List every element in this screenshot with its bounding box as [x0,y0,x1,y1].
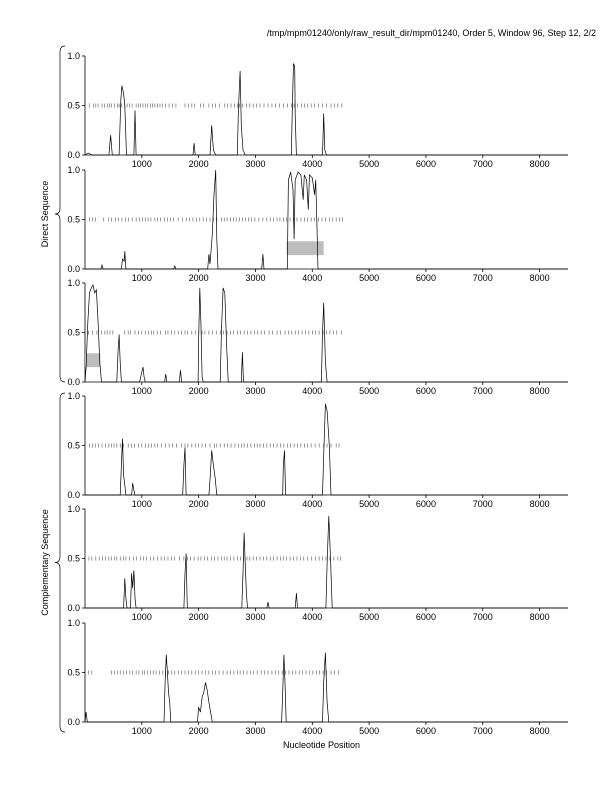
x-tick-label: 2000 [189,726,209,736]
x-tick-label: 2000 [189,386,209,396]
x-tick-label: 3000 [245,159,265,169]
x-tick-label: 7000 [473,159,493,169]
x-tick-label: 5000 [359,159,379,169]
x-tick-label: 7000 [473,726,493,736]
group-label: Direct Sequence [40,181,50,248]
x-tick-label: 6000 [416,273,436,283]
x-tick-label: 6000 [416,159,436,169]
x-tick-label: 8000 [530,726,550,736]
y-tick-label: 0.5 [67,215,80,225]
probability-line [85,169,568,270]
probability-line [85,515,568,609]
y-tick-label: 1.0 [67,391,80,401]
x-tick-label: 4000 [302,159,322,169]
x-tick-label: 1000 [132,273,152,283]
x-tick-label: 2000 [189,273,209,283]
y-tick-label: 0.0 [67,717,80,727]
probability-line [84,284,568,383]
y-tick-label: 0.0 [67,490,80,500]
y-tick-label: 0.0 [67,603,80,613]
x-tick-label: 5000 [359,386,379,396]
group-label: Complementary Sequence [40,509,50,616]
y-tick-label: 1.0 [67,504,80,514]
x-tick-label: 1000 [132,499,152,509]
x-tick-label: 8000 [530,159,550,169]
x-tick-label: 4000 [302,612,322,622]
x-tick-label: 1000 [132,612,152,622]
x-tick-label: 5000 [359,273,379,283]
x-tick-label: 6000 [416,499,436,509]
x-tick-label: 6000 [416,386,436,396]
x-tick-label: 1000 [132,386,152,396]
x-tick-label: 2000 [189,499,209,509]
y-tick-label: 0.5 [67,554,80,564]
y-tick-label: 0.0 [67,377,80,387]
x-tick-label: 6000 [416,612,436,622]
x-tick-label: 4000 [302,273,322,283]
probability-line [84,652,568,723]
x-tick-label: 4000 [302,386,322,396]
y-tick-label: 0.5 [67,441,80,451]
plot-header: /tmp/mpm01240/only/raw_result_dir/mpm012… [266,28,596,38]
x-tick-label: 3000 [245,273,265,283]
x-tick-label: 7000 [473,386,493,396]
y-tick-label: 0.0 [67,264,80,274]
probability-line [85,403,568,496]
x-tick-label: 3000 [245,499,265,509]
x-tick-label: 8000 [530,273,550,283]
highlight-box [85,353,101,368]
x-tick-label: 8000 [530,386,550,396]
x-axis-label: Nucleotide Position [283,740,361,750]
x-tick-label: 1000 [132,159,152,169]
y-tick-label: 1.0 [67,618,80,628]
x-tick-label: 3000 [245,386,265,396]
x-tick-label: 7000 [473,273,493,283]
x-tick-label: 2000 [189,612,209,622]
highlight-box [286,241,324,256]
y-tick-label: 0.5 [67,328,80,338]
x-tick-label: 6000 [416,726,436,736]
x-tick-label: 5000 [359,612,379,622]
x-tick-label: 7000 [473,499,493,509]
y-tick-label: 0.5 [67,101,80,111]
x-tick-label: 7000 [473,612,493,622]
y-tick-label: 0.5 [67,668,80,678]
x-tick-label: 2000 [189,159,209,169]
probability-line [84,62,568,156]
group-brace [54,45,66,383]
y-tick-label: 1.0 [67,51,80,61]
y-tick-label: 0.0 [67,150,80,160]
group-brace [54,392,66,733]
x-tick-label: 1000 [132,726,152,736]
x-tick-label: 8000 [530,612,550,622]
y-tick-label: 1.0 [67,278,80,288]
x-tick-label: 4000 [302,726,322,736]
x-tick-label: 3000 [245,612,265,622]
x-tick-label: 5000 [359,499,379,509]
x-tick-label: 4000 [302,499,322,509]
x-tick-label: 5000 [359,726,379,736]
x-tick-label: 3000 [245,726,265,736]
y-tick-label: 1.0 [67,165,80,175]
x-tick-label: 8000 [530,499,550,509]
